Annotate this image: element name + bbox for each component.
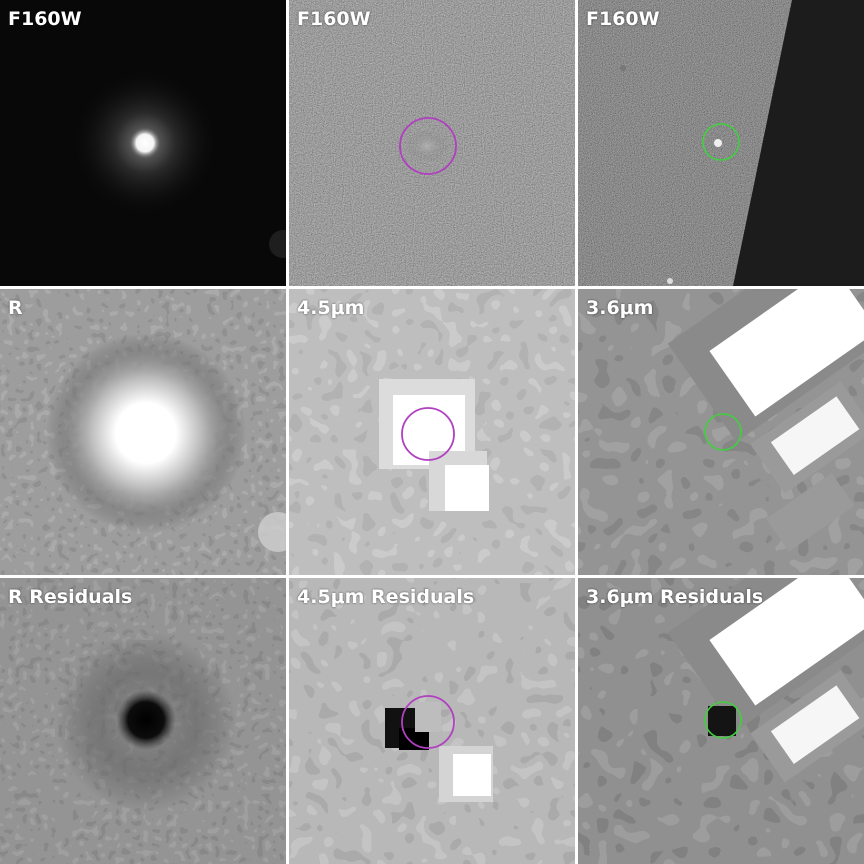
panel-r-band: R [0, 289, 286, 575]
panel-label: 4.5μm Residuals [297, 586, 475, 608]
panel-label: 4.5μm [297, 297, 365, 319]
panel-r-residuals: R Residuals [0, 578, 286, 864]
f160w-edge-image [578, 0, 864, 286]
panel-4-5um-residuals: 4.5μm Residuals [289, 578, 575, 864]
panel-4-5um: 4.5μm [289, 289, 575, 575]
green-aperture-circle [704, 413, 742, 451]
panel-label: F160W [586, 8, 660, 30]
f160w-source-image [0, 0, 286, 286]
panel-label: F160W [297, 8, 371, 30]
f160w-noise-image [289, 0, 575, 286]
3-6um-image [578, 289, 864, 575]
panel-label: 3.6μm Residuals [586, 586, 764, 608]
panel-f160w-noise-green: F160W [578, 0, 864, 286]
panel-label: R [8, 297, 23, 319]
panel-label: R Residuals [8, 586, 133, 608]
panel-3-6um: 3.6μm [578, 289, 864, 575]
magenta-aperture-circle [401, 407, 455, 461]
3-6um-residuals-image [578, 578, 864, 864]
panel-label: 3.6μm [586, 297, 654, 319]
4-5um-residuals-image [289, 578, 575, 864]
magenta-aperture-circle [399, 117, 457, 175]
4-5um-image [289, 289, 575, 575]
panel-3-6um-residuals: 3.6μm Residuals [578, 578, 864, 864]
r-residuals-image [0, 578, 286, 864]
panel-f160w-source: F160W [0, 0, 286, 286]
panel-f160w-noise-magenta: F160W [289, 0, 575, 286]
green-aperture-circle [702, 123, 740, 161]
r-band-image [0, 289, 286, 575]
panel-label: F160W [8, 8, 82, 30]
magenta-aperture-circle [401, 695, 455, 749]
green-aperture-circle [704, 701, 742, 739]
